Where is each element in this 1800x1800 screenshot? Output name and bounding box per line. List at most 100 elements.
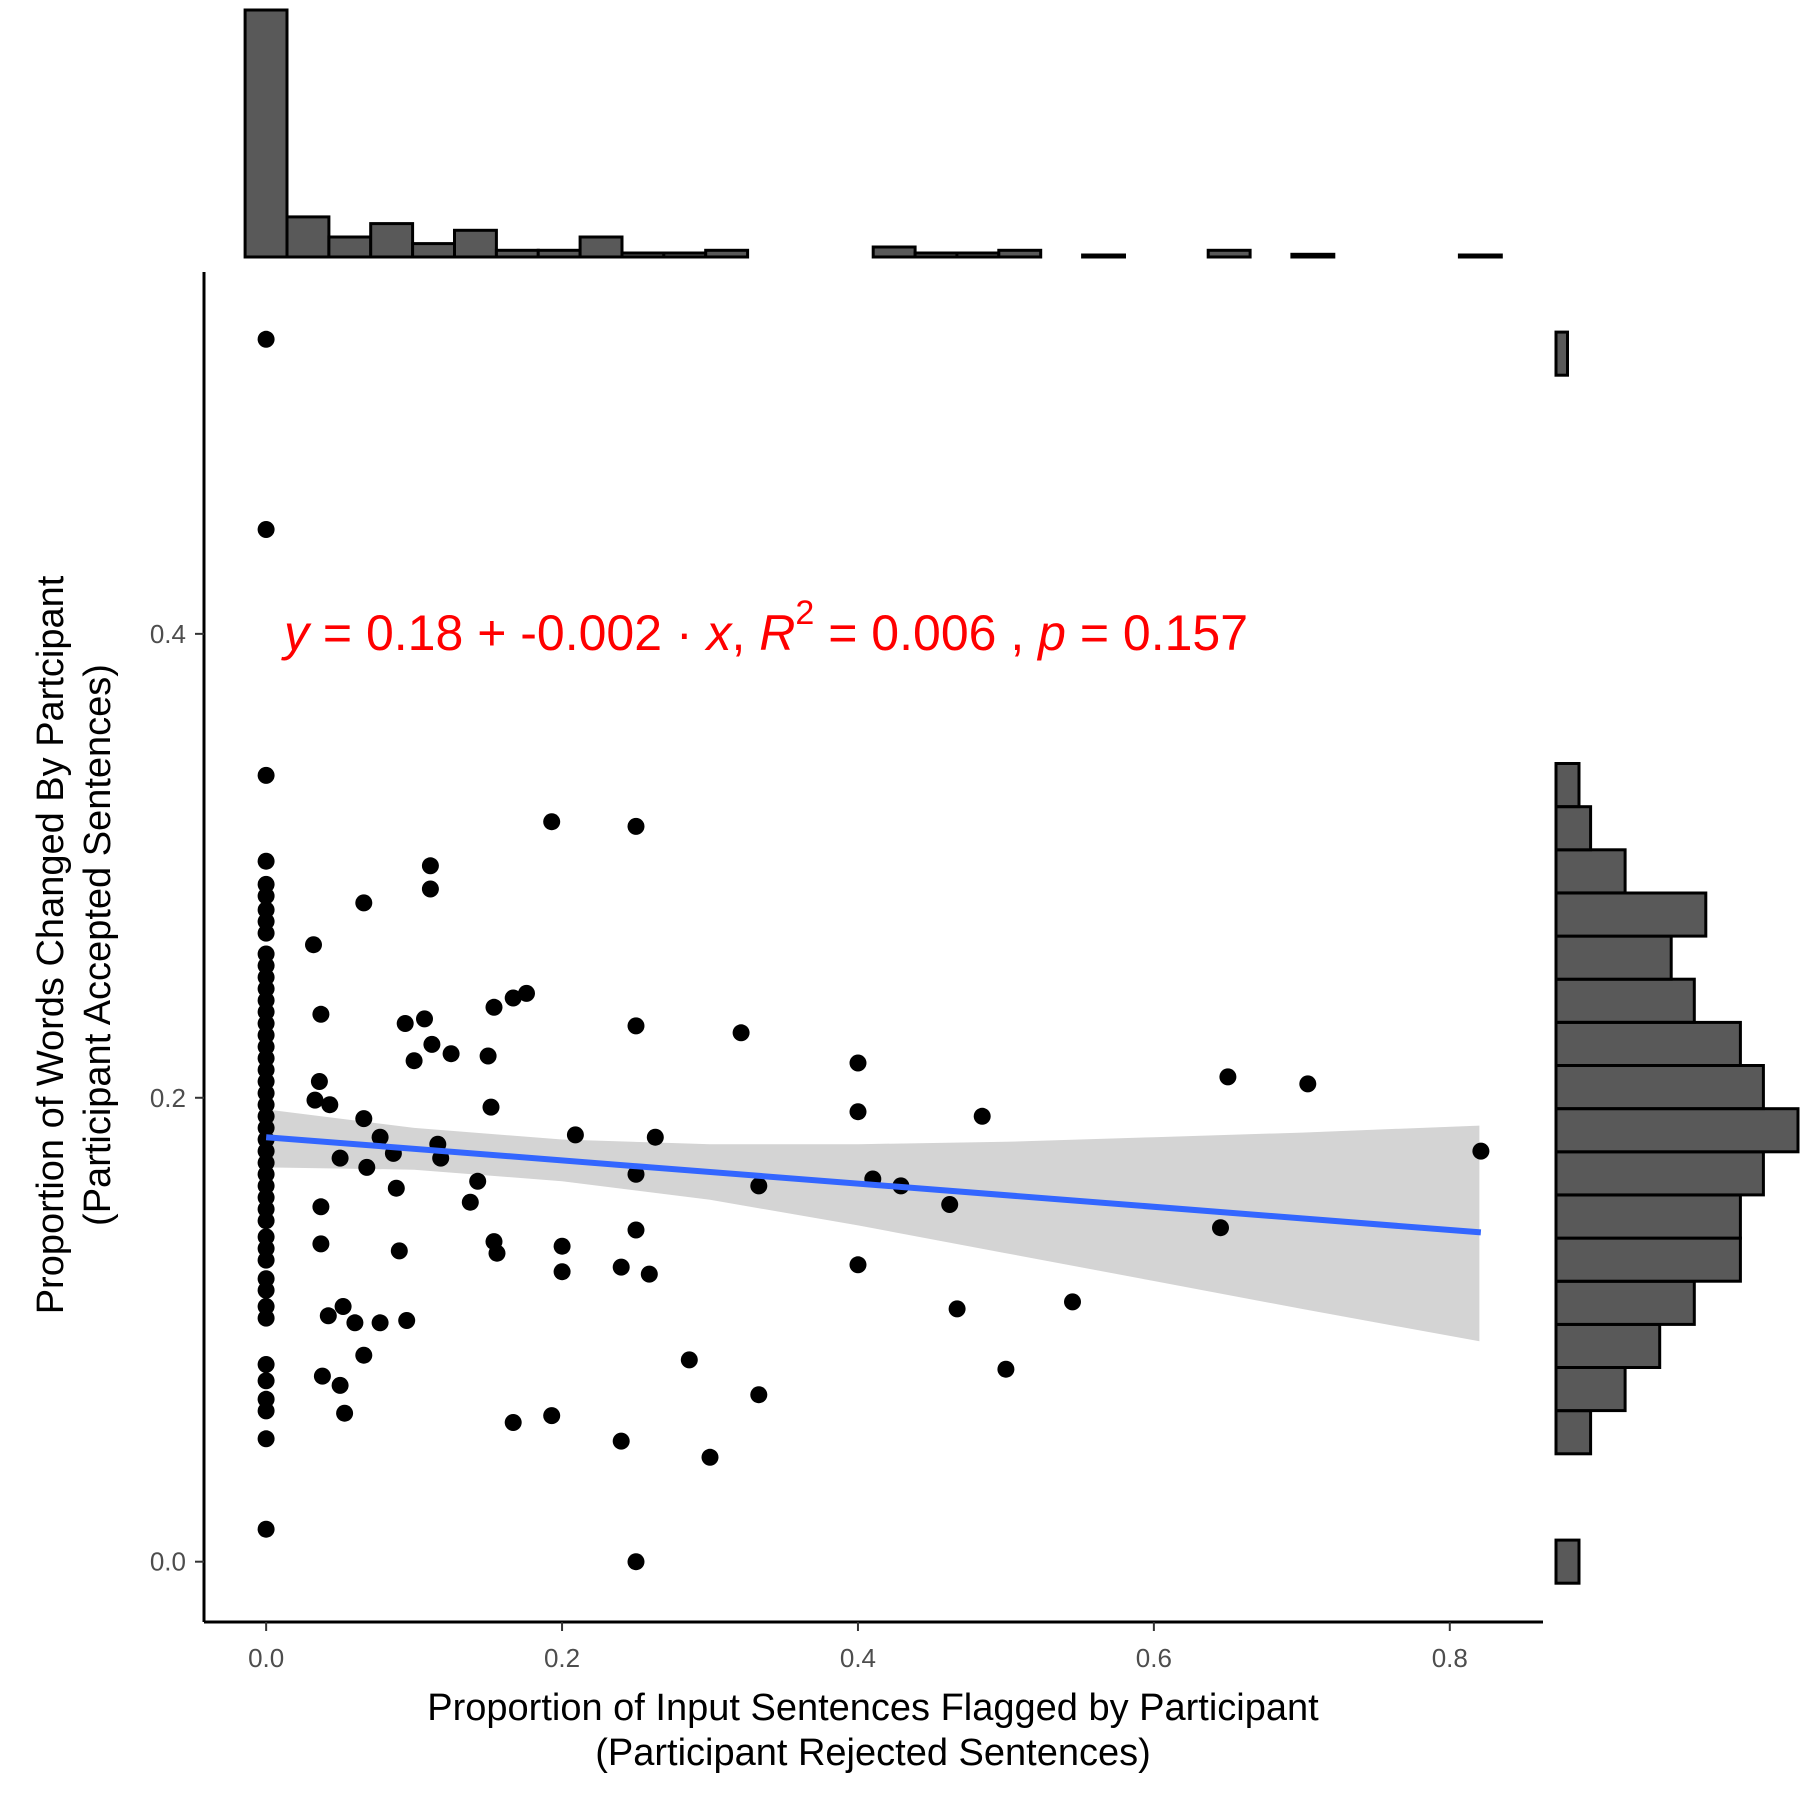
data-point <box>732 1024 750 1042</box>
x-tick-label: 0.8 <box>1432 1643 1468 1673</box>
annotation-x: x <box>705 605 734 661</box>
data-point <box>469 1172 487 1190</box>
data-point <box>680 1351 698 1369</box>
data-point <box>627 1553 645 1571</box>
data-point <box>482 1098 500 1116</box>
data-point <box>310 1073 328 1090</box>
x-histogram-bar <box>453 228 498 259</box>
data-point <box>997 1360 1015 1378</box>
y-histogram-bar <box>1554 805 1593 852</box>
data-point <box>355 1110 373 1128</box>
x-histogram-bar <box>494 248 540 259</box>
data-point <box>257 1356 275 1373</box>
x-histogram-bar <box>871 245 917 259</box>
x-histogram-bar <box>285 215 331 259</box>
x-histogram-bar <box>1081 253 1126 259</box>
regression-fit-line <box>265 1134 1482 1236</box>
data-point <box>312 1005 330 1023</box>
annotation-y: y <box>281 605 312 661</box>
data-point <box>543 813 561 831</box>
y-histogram-bar <box>1554 762 1581 809</box>
data-point <box>257 766 275 784</box>
data-point <box>479 1047 497 1065</box>
x-tick-label: 0.4 <box>840 1643 876 1673</box>
data-point <box>941 1196 959 1213</box>
annotation-eq1: = 0.18 + -0.002 · <box>309 605 707 661</box>
x-histogram-bar <box>955 251 1001 259</box>
scatter-points <box>257 330 1490 1571</box>
data-point <box>396 1015 414 1032</box>
data-point <box>312 1198 330 1216</box>
data-point <box>612 1258 630 1276</box>
data-point <box>334 1298 352 1315</box>
y-axis-title: Proportion of Words Changed By Partcipan… <box>30 575 72 1314</box>
data-point <box>257 1402 275 1420</box>
data-point <box>553 1237 571 1255</box>
y-histogram-bar <box>1554 1020 1742 1068</box>
data-point <box>488 1244 506 1262</box>
data-point <box>257 1281 275 1299</box>
x-tick-label: 0.2 <box>544 1643 580 1673</box>
data-point <box>313 1367 331 1385</box>
annotation-eq3: = 0.157 <box>1066 605 1248 661</box>
x-histogram-bar <box>578 235 624 259</box>
data-point <box>257 924 275 942</box>
x-tick-label: 0.0 <box>248 1643 284 1673</box>
y-histogram-bar <box>1554 1409 1593 1456</box>
data-point <box>390 1242 408 1260</box>
y-histogram-bar <box>1554 891 1708 938</box>
data-point <box>312 1235 330 1253</box>
data-point <box>321 1096 339 1114</box>
data-point <box>355 1346 373 1364</box>
y-axis-subtitle: (Participant Accepted Sentences) <box>77 664 119 1226</box>
annotation-r: R <box>759 605 795 661</box>
data-point <box>257 521 275 538</box>
data-point <box>849 1054 867 1072</box>
y-tick-label: 0.0 <box>150 1547 186 1577</box>
data-point <box>701 1448 719 1466</box>
data-point <box>750 1386 768 1404</box>
y-histogram-bar <box>1554 330 1569 377</box>
data-point <box>461 1193 479 1211</box>
x-tick-label: 0.6 <box>1136 1643 1172 1673</box>
data-point <box>627 1165 645 1183</box>
annotation-r-sup: 2 <box>795 594 814 632</box>
y-histogram-bar <box>1554 1193 1742 1240</box>
y-histogram-bar <box>1554 1538 1581 1585</box>
x-axis-title: Proportion of Input Sentences Flagged by… <box>427 1687 1319 1729</box>
data-point <box>398 1312 416 1329</box>
data-point <box>640 1265 658 1283</box>
data-point <box>1472 1142 1490 1160</box>
data-point <box>612 1432 630 1450</box>
data-point <box>257 1212 275 1230</box>
data-point <box>355 894 373 912</box>
x-histogram-bar <box>913 251 959 259</box>
data-point <box>306 1091 324 1109</box>
data-point <box>504 1414 522 1431</box>
data-point <box>849 1103 867 1121</box>
data-point <box>257 887 275 905</box>
data-point <box>948 1300 966 1318</box>
data-point <box>257 1430 275 1448</box>
x-histogram-bar <box>704 248 750 259</box>
confidence-band <box>266 1109 1480 1342</box>
y-histogram-bar <box>1554 1107 1800 1154</box>
data-point <box>416 1010 433 1028</box>
data-point <box>442 1045 460 1063</box>
y-tick-label: 0.4 <box>150 619 186 649</box>
y-tick-label: 0.2 <box>150 1083 186 1113</box>
data-point <box>973 1107 991 1125</box>
data-point <box>1064 1293 1081 1311</box>
x-histogram-bar <box>997 248 1043 259</box>
regression-line <box>265 1134 1482 1236</box>
data-point <box>423 1035 441 1053</box>
y-histogram-bar <box>1554 848 1627 895</box>
data-point <box>566 1126 584 1144</box>
y-axis-ticks: 0.0 0.2 0.4 <box>150 619 204 1577</box>
x-histogram-bar <box>536 248 582 259</box>
data-point <box>358 1158 376 1176</box>
data-point <box>371 1314 389 1332</box>
y-histogram-bar <box>1554 1064 1765 1111</box>
y-histogram-bar <box>1554 1322 1662 1370</box>
